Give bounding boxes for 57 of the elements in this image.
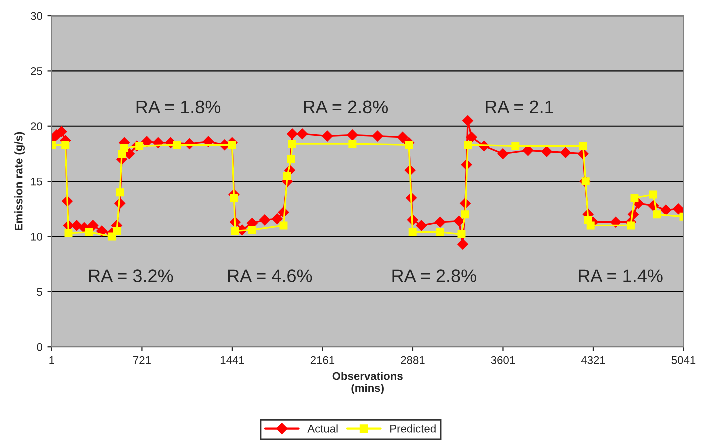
x-tick-label: 2161 bbox=[310, 356, 335, 364]
point bbox=[512, 142, 520, 150]
legend-label: Actual bbox=[308, 424, 338, 433]
y-tick-label: 5 bbox=[37, 288, 42, 296]
y-tick-label: 10 bbox=[31, 233, 42, 241]
point bbox=[64, 229, 73, 238]
annotation: RA = 1.8% bbox=[136, 100, 221, 114]
annotation: RA = 3.2% bbox=[89, 270, 174, 282]
point bbox=[626, 222, 635, 230]
y-tick-label: 30 bbox=[30, 12, 42, 20]
point bbox=[228, 141, 236, 150]
annotation: RA = 4.6% bbox=[228, 270, 312, 282]
y-tick-label: 15 bbox=[31, 178, 42, 186]
annotation: RA = 2.8% bbox=[304, 100, 388, 114]
point bbox=[116, 188, 124, 197]
y-tick-label: 25 bbox=[31, 67, 42, 76]
point bbox=[231, 227, 240, 236]
point bbox=[405, 141, 414, 150]
point bbox=[464, 141, 472, 150]
point bbox=[630, 194, 639, 202]
annotation: RA = 1.4% bbox=[579, 270, 663, 282]
point bbox=[113, 227, 121, 236]
point bbox=[85, 228, 94, 236]
point bbox=[230, 194, 238, 202]
x-tick-label: 1441 bbox=[220, 356, 244, 364]
point bbox=[348, 140, 357, 148]
point bbox=[288, 140, 296, 148]
y-axis-title: Emission rate (g/s) bbox=[14, 132, 26, 231]
x-tick-label: 5041 bbox=[672, 356, 696, 364]
y-tick-label: 0 bbox=[37, 343, 42, 352]
point bbox=[108, 232, 116, 241]
point bbox=[458, 230, 466, 239]
y-tick-label: 20 bbox=[31, 122, 42, 131]
point bbox=[248, 226, 256, 234]
point bbox=[280, 222, 288, 230]
x-tick-label: 4321 bbox=[581, 356, 606, 364]
point bbox=[136, 142, 144, 150]
x-tick-label: 1 bbox=[50, 356, 54, 364]
point bbox=[284, 172, 292, 180]
x-axis-title: Observations (mins) bbox=[332, 372, 403, 394]
point bbox=[653, 210, 662, 219]
point bbox=[287, 155, 296, 164]
x-tick-label: 2881 bbox=[401, 356, 425, 364]
point bbox=[462, 210, 470, 219]
x-tick-label: 3601 bbox=[491, 356, 516, 364]
point bbox=[586, 222, 595, 230]
point bbox=[579, 142, 588, 150]
point bbox=[650, 190, 658, 199]
point bbox=[173, 141, 182, 150]
point bbox=[408, 228, 417, 236]
point bbox=[436, 228, 444, 236]
legend-label: Predicted bbox=[390, 424, 436, 433]
x-tick-label: 721 bbox=[134, 356, 151, 364]
annotation: RA = 2.1 bbox=[486, 100, 554, 114]
point bbox=[120, 144, 129, 152]
point bbox=[62, 141, 70, 150]
annotation: RA = 2.8% bbox=[392, 270, 476, 282]
